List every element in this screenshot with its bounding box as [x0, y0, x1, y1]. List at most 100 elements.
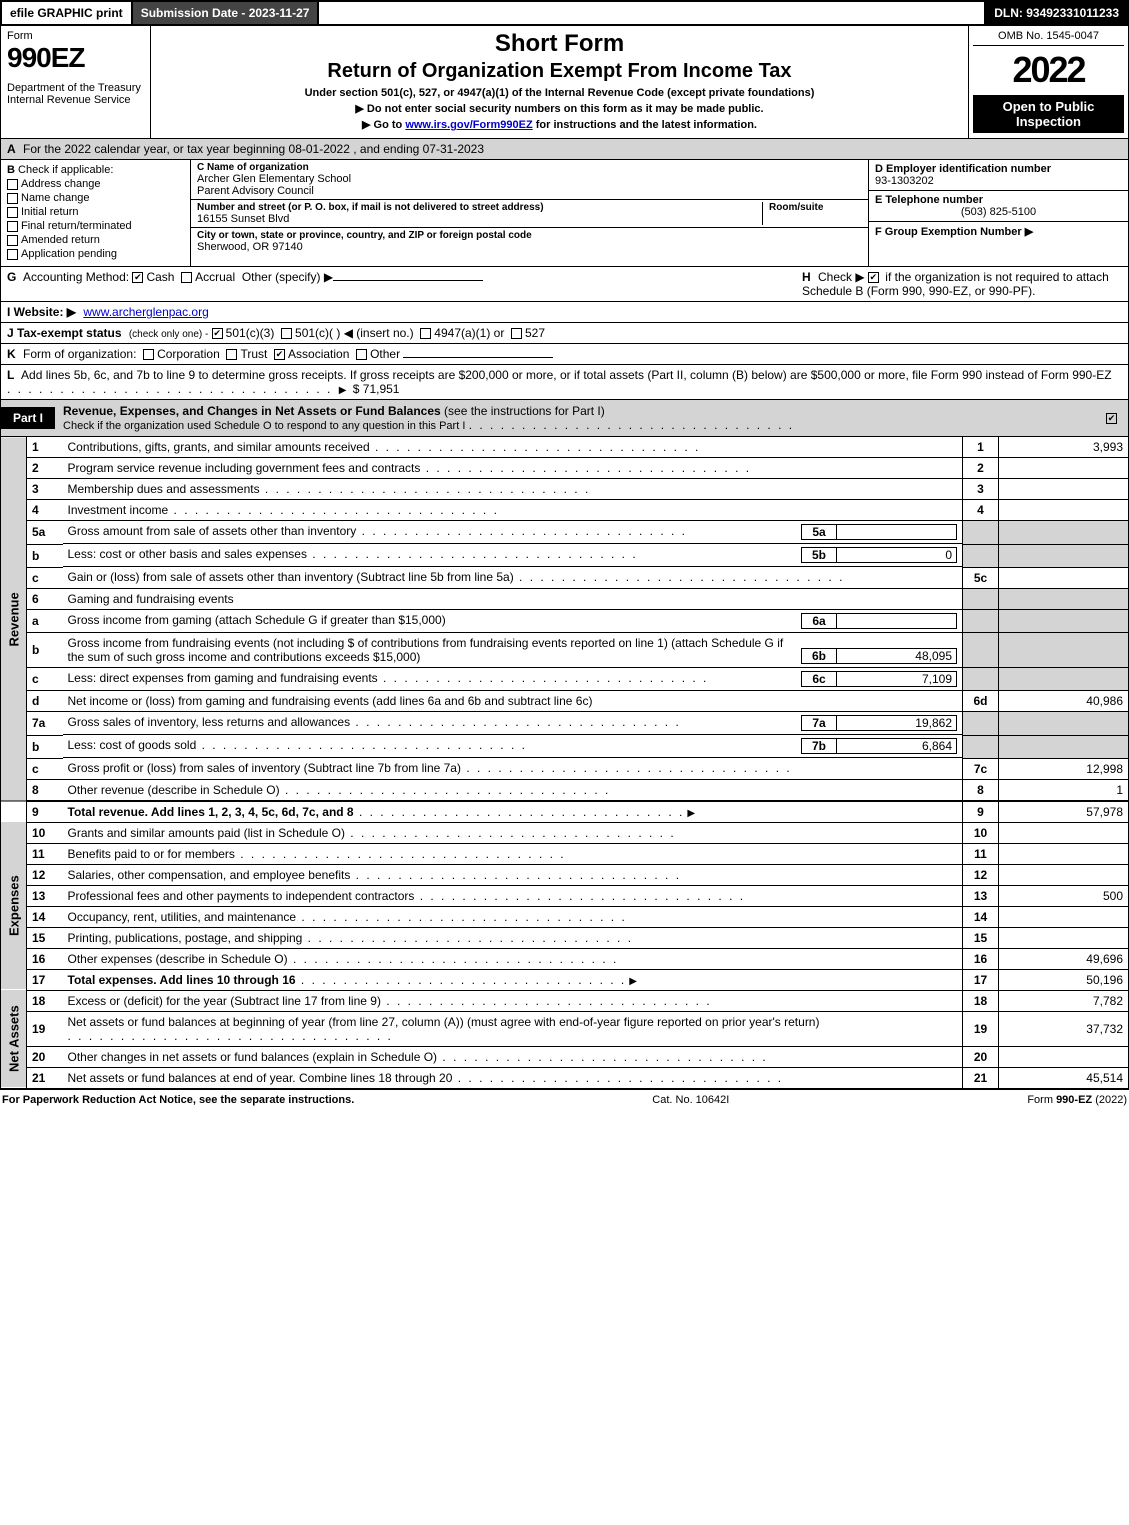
- line7a-value: 19,862: [837, 715, 957, 731]
- k-trust-checkbox[interactable]: [226, 349, 237, 360]
- city-value: Sherwood, OR 97140: [197, 241, 862, 253]
- open-public-badge: Open to Public Inspection: [973, 95, 1124, 133]
- table-row: Revenue 1 Contributions, gifts, grants, …: [1, 437, 1129, 458]
- subtitle-1: Under section 501(c), 527, or 4947(a)(1)…: [157, 87, 962, 99]
- j-527-checkbox[interactable]: [511, 328, 522, 339]
- ein-value: 93-1303202: [875, 175, 1122, 187]
- table-row: 21 Net assets or fund balances at end of…: [1, 1067, 1129, 1088]
- h-checkbox[interactable]: [868, 272, 879, 283]
- table-row: 12 Salaries, other compensation, and emp…: [1, 864, 1129, 885]
- h-label: H: [802, 270, 811, 284]
- opt-address-change[interactable]: Address change: [7, 178, 184, 190]
- line5b-value: 0: [837, 547, 957, 563]
- table-row: 16 Other expenses (describe in Schedule …: [1, 948, 1129, 969]
- j-501c3-checkbox[interactable]: [212, 328, 223, 339]
- table-row: 5a Gross amount from sale of assets othe…: [1, 521, 1129, 545]
- line8-amount: 1: [999, 779, 1129, 801]
- opt-initial-return[interactable]: Initial return: [7, 206, 184, 218]
- table-row: 2 Program service revenue including gove…: [1, 458, 1129, 479]
- section-i: I Website: ▶ www.archerglenpac.org: [0, 302, 1129, 323]
- g-text: Accounting Method:: [23, 270, 129, 284]
- g-label: G: [7, 270, 16, 284]
- footer-right: Form 990-EZ (2022): [1027, 1094, 1127, 1106]
- line6b-value: 48,095: [837, 648, 957, 664]
- revenue-sidelabel: Revenue: [1, 437, 27, 801]
- accrual-checkbox[interactable]: [181, 272, 192, 283]
- org-name-2: Parent Advisory Council: [197, 185, 862, 197]
- table-row: 3 Membership dues and assessments 3: [1, 479, 1129, 500]
- part1-tag: Part I: [1, 407, 55, 429]
- k-assoc-checkbox[interactable]: [274, 349, 285, 360]
- addr-block: Number and street (or P. O. box, if mail…: [191, 200, 868, 228]
- addr-label: Number and street (or P. O. box, if mail…: [197, 202, 762, 213]
- part1-checkline: Check if the organization used Schedule …: [63, 420, 465, 432]
- line7c-amount: 12,998: [999, 758, 1129, 779]
- table-row: 6 Gaming and fundraising events: [1, 588, 1129, 609]
- section-g: G Accounting Method: Cash Accrual Other …: [7, 270, 802, 298]
- section-gh: G Accounting Method: Cash Accrual Other …: [0, 267, 1129, 302]
- subtitle-2: ▶ Do not enter social security numbers o…: [157, 102, 962, 115]
- website-link[interactable]: www.archerglenpac.org: [83, 305, 208, 319]
- form-number: 990EZ: [7, 42, 144, 74]
- section-l: L Add lines 5b, 6c, and 7b to line 9 to …: [0, 365, 1129, 400]
- line9-amount: 57,978: [999, 801, 1129, 823]
- k-label: K: [7, 347, 16, 361]
- k-other-checkbox[interactable]: [356, 349, 367, 360]
- other-method-input[interactable]: [333, 280, 483, 281]
- line6c-value: 7,109: [837, 671, 957, 687]
- form-header: Form 990EZ Department of the Treasury In…: [0, 26, 1129, 139]
- section-f: F Group Exemption Number ▶: [869, 222, 1128, 241]
- sub3-prefix: ▶ Go to: [362, 119, 405, 131]
- section-c: C Name of organization Archer Glen Eleme…: [191, 160, 868, 266]
- line6d-amount: 40,986: [999, 691, 1129, 712]
- table-row: b Less: cost or other basis and sales ex…: [1, 544, 1129, 567]
- table-row: b Gross income from fundraising events (…: [1, 633, 1129, 668]
- section-k: K Form of organization: Corporation Trus…: [0, 344, 1129, 365]
- table-row: Net Assets 18 Excess or (deficit) for th…: [1, 990, 1129, 1011]
- table-row: c Gross profit or (loss) from sales of i…: [1, 758, 1129, 779]
- section-j: J Tax-exempt status (check only one) - 5…: [0, 323, 1129, 344]
- j-501c-checkbox[interactable]: [281, 328, 292, 339]
- org-name-label: C Name of organization: [197, 162, 862, 173]
- table-row: 8 Other revenue (describe in Schedule O)…: [1, 779, 1129, 801]
- line17-amount: 50,196: [999, 969, 1129, 990]
- opt-amended-return[interactable]: Amended return: [7, 234, 184, 246]
- section-bcd: B Check if applicable: Address change Na…: [0, 160, 1129, 267]
- i-label: I Website: ▶: [7, 305, 76, 319]
- header-right: OMB No. 1545-0047 2022 Open to Public In…: [968, 26, 1128, 138]
- ein-label: D Employer identification number: [875, 163, 1122, 175]
- top-bar: efile GRAPHIC print Submission Date - 20…: [0, 0, 1129, 26]
- netassets-sidelabel: Net Assets: [1, 990, 27, 1088]
- org-name-block: C Name of organization Archer Glen Eleme…: [191, 160, 868, 200]
- line1-amount: 3,993: [999, 437, 1129, 458]
- table-row: 15 Printing, publications, postage, and …: [1, 927, 1129, 948]
- table-row: 13 Professional fees and other payments …: [1, 885, 1129, 906]
- efile-label[interactable]: efile GRAPHIC print: [2, 2, 131, 24]
- opt-application-pending[interactable]: Application pending: [7, 248, 184, 260]
- addr-value: 16155 Sunset Blvd: [197, 213, 762, 225]
- phone-label: E Telephone number: [875, 194, 1122, 206]
- part1-schedule-o-check[interactable]: [1098, 408, 1128, 428]
- k-other-input[interactable]: [403, 357, 553, 358]
- opt-final-return[interactable]: Final return/terminated: [7, 220, 184, 232]
- org-name-1: Archer Glen Elementary School: [197, 173, 862, 185]
- section-d: D Employer identification number 93-1303…: [869, 160, 1128, 191]
- instructions-link[interactable]: www.irs.gov/Form990EZ: [405, 119, 532, 131]
- section-b: B Check if applicable: Address change Na…: [1, 160, 191, 266]
- k-text: Form of organization:: [23, 347, 136, 361]
- line7b-value: 6,864: [837, 738, 957, 754]
- submission-date: Submission Date - 2023-11-27: [133, 2, 318, 24]
- line16-amount: 49,696: [999, 948, 1129, 969]
- topbar-spacer: [319, 2, 984, 24]
- line13-amount: 500: [999, 885, 1129, 906]
- j-sub: (check only one) -: [129, 329, 208, 340]
- table-row: Expenses 10 Grants and similar amounts p…: [1, 822, 1129, 843]
- header-left: Form 990EZ Department of the Treasury In…: [1, 26, 151, 138]
- k-corp-checkbox[interactable]: [143, 349, 154, 360]
- table-row: 4 Investment income 4: [1, 500, 1129, 521]
- opt-name-change[interactable]: Name change: [7, 192, 184, 204]
- form-word: Form: [7, 30, 144, 42]
- table-row: 14 Occupancy, rent, utilities, and maint…: [1, 906, 1129, 927]
- j-4947-checkbox[interactable]: [420, 328, 431, 339]
- cash-checkbox[interactable]: [132, 272, 143, 283]
